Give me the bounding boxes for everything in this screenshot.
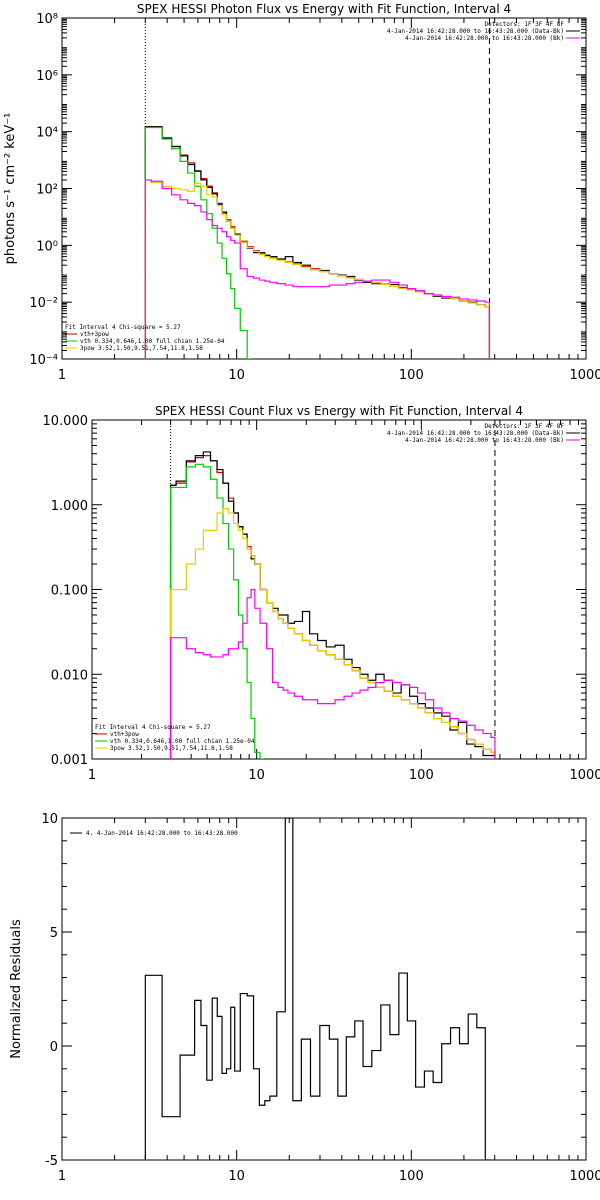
x-tick-label: 10 [248, 768, 265, 783]
y-tick-label: 0.001 [51, 753, 88, 768]
y-tick-label: 10 [41, 812, 58, 827]
count-flux-panel: SPEX HESSI Count Flux vs Energy with Fit… [43, 404, 600, 783]
legend-entry: 3pow 3.52,1.50,9.51,7.54,11.8,1.58 [80, 345, 203, 352]
x-tick-label: 1000 [569, 368, 600, 383]
photon-flux-panel: SPEX HESSI Photon Flux vs Energy with Fi… [3, 2, 600, 383]
y-tick-label: 10⁶ [36, 69, 58, 84]
legend-entry: 4. 4-Jan-2014 16:42:28.000 to 16:43:28.0… [86, 830, 238, 837]
y-tick-label: -5 [45, 1154, 58, 1169]
y-tick-label: 5 [50, 926, 58, 941]
chart-title: SPEX HESSI Count Flux vs Energy with Fit… [155, 404, 523, 418]
series-line-4-4-jan-2014-16-42-28-000-to-16-43-28-000 [144, 818, 490, 1160]
y-tick-label: 10² [36, 183, 58, 198]
legend-entry: 3pow 3.52,1.50,9.51,7.54,11.8,1.58 [110, 745, 233, 752]
series-line-data-data-bk [144, 126, 491, 359]
series-line-3pow [144, 179, 491, 359]
legend-entry: vth+3pow [110, 731, 139, 738]
y-tick-label: 0.100 [51, 584, 88, 599]
y-tick-label: 1.000 [51, 499, 88, 514]
x-tick-label: 1000 [569, 1169, 600, 1184]
chart-title: SPEX HESSI Photon Flux vs Energy with Fi… [137, 2, 511, 16]
legend-entry: vth 0.334,0.646,1.00 full chian 1.25e-04 [110, 738, 255, 745]
series-line-bk [169, 588, 496, 759]
x-tick-label: 10 [228, 368, 245, 383]
x-tick-label: 1000 [569, 768, 600, 783]
series-line-data-data-bk [169, 451, 496, 759]
x-tick-label: 1 [58, 1169, 66, 1184]
y-tick-label: 10.000 [43, 414, 89, 429]
series-line-vth [169, 463, 264, 759]
y-tick-label: 10⁸ [36, 12, 58, 27]
series-line-vth [144, 126, 251, 359]
legend-entry: vth 0.334,0.646,1.00 full chian 1.25e-04 [80, 338, 225, 345]
y-tick-label: 10⁴ [36, 126, 58, 141]
plot-frame [61, 817, 587, 1161]
series-line-vth-3pow [144, 126, 491, 359]
series-line-3pow [169, 508, 496, 759]
legend-entry: 4-Jan-2014 16:42:28.000 to 16:43:28.000 … [405, 437, 564, 444]
y-axis-label: Normalized Residuals [9, 919, 24, 1059]
legend-entry: 4-Jan-2014 16:42:28.000 to 16:43:28.000 … [405, 35, 564, 42]
residuals-panel: Normalized Residuals 1 10 100 1000 -5 0 5 10 4. 4… [9, 812, 600, 1184]
x-tick-label: 100 [399, 1169, 424, 1184]
series-line-vth-3pow [169, 455, 496, 759]
series-line-bk [144, 179, 491, 359]
legend-entry: Detectors: 1F 3F 4F 8F [485, 423, 565, 430]
legend-entry: vth+3pow [80, 331, 109, 338]
x-tick-label: 100 [409, 768, 434, 783]
legend-entry: Detectors: 1F 3F 4F 8F [485, 21, 565, 28]
y-tick-label: 10⁰ [36, 239, 58, 254]
plot-frame [91, 419, 587, 760]
x-tick-label: 10 [228, 1169, 245, 1184]
y-tick-label: 0 [50, 1040, 58, 1055]
y-tick-label: 10⁻⁴ [29, 353, 58, 368]
legend-entry: Fit Interval 4 Chi-square = 5.27 [95, 724, 211, 731]
legend-entry: Fit Interval 4 Chi-square = 5.27 [65, 324, 181, 331]
y-tick-label: 0.010 [51, 668, 88, 683]
y-axis-label: photons s⁻¹ cm⁻² keV⁻¹ [3, 113, 18, 265]
x-tick-label: 1 [88, 768, 96, 783]
y-tick-label: 10⁻² [29, 296, 58, 311]
plot-frame [61, 17, 587, 360]
x-tick-label: 100 [399, 368, 424, 383]
legend-entry: 4-Jan-2014 16:42:28.000 to 16:43:28.000 … [387, 430, 564, 437]
legend-entry: 4-Jan-2014 16:42:28.000 to 16:43:28.000 … [387, 28, 564, 35]
x-tick-label: 1 [58, 368, 66, 383]
